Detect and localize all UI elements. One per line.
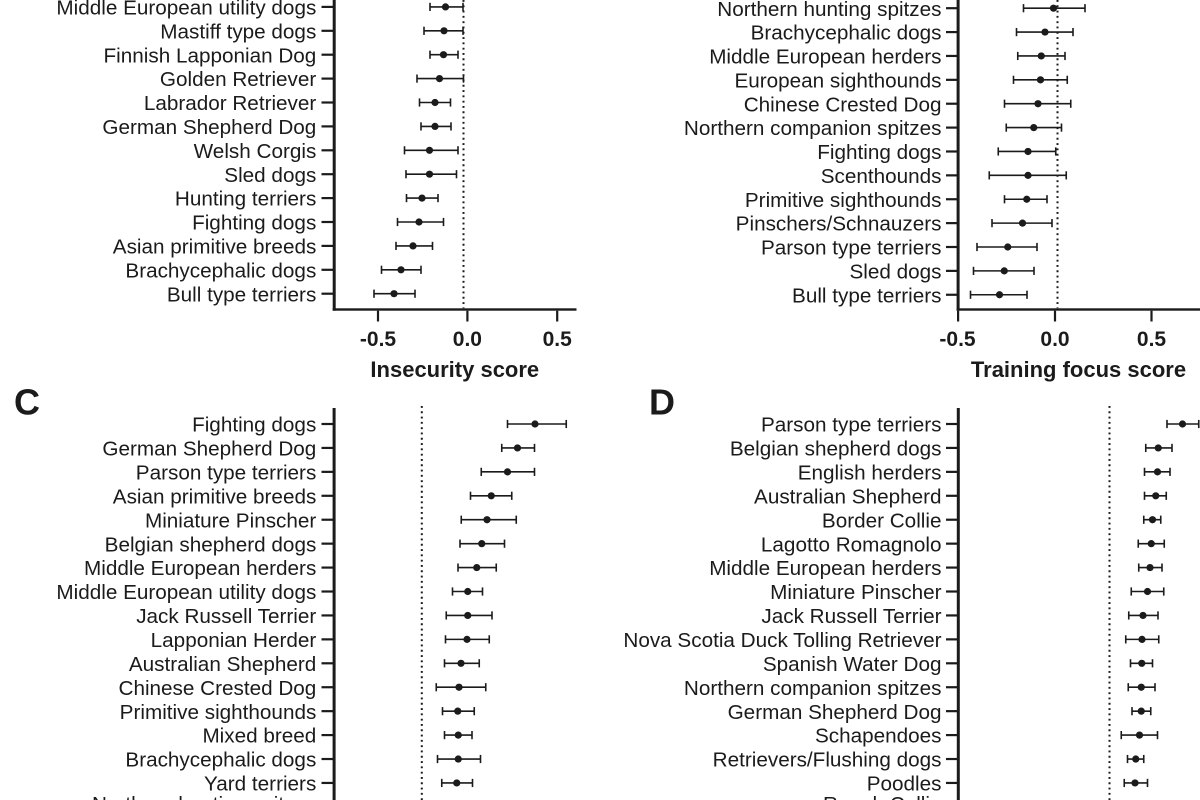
svg-text:Spanish Water Dog: Spanish Water Dog [763,653,942,676]
svg-text:0.5: 0.5 [543,328,573,351]
svg-text:Northern hunting spitzes: Northern hunting spitzes [92,793,316,800]
svg-text:German Shepherd Dog: German Shepherd Dog [728,701,942,724]
svg-text:Brachycephalic dogs: Brachycephalic dogs [751,22,942,45]
svg-text:Chinese Crested Dog: Chinese Crested Dog [744,93,942,116]
svg-text:Labrador Retriever: Labrador Retriever [144,92,317,115]
svg-text:Insecurity score: Insecurity score [370,357,539,382]
svg-text:Middle European herders: Middle European herders [709,46,941,69]
svg-text:Parson type terriers: Parson type terriers [761,237,942,260]
svg-text:Northern companion spitzes: Northern companion spitzes [684,117,942,140]
svg-text:Mastiff type dogs: Mastiff type dogs [160,20,316,43]
svg-text:Border Collie: Border Collie [822,509,942,532]
svg-text:Finnish Lapponian Dog: Finnish Lapponian Dog [104,44,317,67]
svg-text:Middle European herders: Middle European herders [84,557,316,580]
svg-text:Schapendoes: Schapendoes [815,725,942,748]
svg-text:Bull type terriers: Bull type terriers [792,284,941,307]
svg-text:Sled dogs: Sled dogs [849,260,941,283]
svg-text:Fighting dogs: Fighting dogs [817,141,941,164]
svg-text:Scenthounds: Scenthounds [821,165,942,188]
svg-text:Training focus score: Training focus score [971,357,1186,382]
svg-text:Retrievers/Flushing dogs: Retrievers/Flushing dogs [713,749,942,772]
svg-text:Golden Retriever: Golden Retriever [160,68,316,91]
svg-text:Middle European utility dogs: Middle European utility dogs [56,581,316,604]
svg-text:Fighting dogs: Fighting dogs [192,212,316,235]
svg-text:Pinschers/Schnauzers: Pinschers/Schnauzers [736,213,942,236]
svg-text:Fighting dogs: Fighting dogs [192,414,316,437]
svg-text:Bull type terriers: Bull type terriers [167,283,316,306]
svg-text:D: D [649,381,675,422]
svg-text:Parson type terriers: Parson type terriers [136,461,317,484]
svg-text:Jack Russell Terrier: Jack Russell Terrier [761,605,941,628]
svg-text:Nova Scotia Duck Tolling Retri: Nova Scotia Duck Tolling Retriever [623,629,941,652]
svg-text:Primitive sighthounds: Primitive sighthounds [120,701,317,724]
svg-text:Sled dogs: Sled dogs [224,164,316,187]
svg-text:Hunting terriers: Hunting terriers [175,188,316,211]
svg-text:Northern companion spitzes: Northern companion spitzes [684,677,942,700]
svg-text:Poodles: Poodles [867,773,942,796]
svg-text:Belgian shepherd dogs: Belgian shepherd dogs [105,533,317,556]
svg-text:Miniature Pinscher: Miniature Pinscher [145,509,316,532]
svg-text:0.5: 0.5 [1137,328,1167,351]
svg-text:Middle European herders: Middle European herders [709,557,941,580]
svg-text:Parson type terriers: Parson type terriers [761,414,942,437]
svg-text:0.0: 0.0 [453,328,482,351]
svg-text:Australian Shepherd: Australian Shepherd [754,485,941,508]
svg-text:Rough Collie: Rough Collie [823,793,941,800]
svg-text:C: C [14,381,40,422]
svg-text:German Shepherd Dog: German Shepherd Dog [102,116,316,139]
svg-text:German Shepherd Dog: German Shepherd Dog [102,438,316,461]
svg-text:Australian Shepherd: Australian Shepherd [129,653,316,676]
svg-text:-0.5: -0.5 [360,328,397,351]
svg-text:Brachycephalic dogs: Brachycephalic dogs [125,259,316,282]
svg-text:Belgian shepherd dogs: Belgian shepherd dogs [730,438,942,461]
svg-text:Welsh Corgis: Welsh Corgis [194,140,317,163]
svg-text:-0.5: -0.5 [939,328,976,351]
svg-text:Jack Russell Terrier: Jack Russell Terrier [136,605,316,628]
svg-text:Mixed breed: Mixed breed [202,725,316,748]
svg-text:English herders: English herders [798,461,942,484]
svg-text:Primitive sighthounds: Primitive sighthounds [745,189,942,212]
svg-text:0.0: 0.0 [1040,328,1069,351]
svg-text:Asian primitive breeds: Asian primitive breeds [113,236,317,259]
svg-text:Middle European utility dogs: Middle European utility dogs [56,0,316,20]
svg-text:Northern hunting spitzes: Northern hunting spitzes [717,0,941,21]
svg-text:Lagotto Romagnolo: Lagotto Romagnolo [761,533,942,556]
svg-text:Lapponian Herder: Lapponian Herder [151,629,317,652]
svg-text:Yard terriers: Yard terriers [204,773,316,796]
svg-text:Brachycephalic dogs: Brachycephalic dogs [125,749,316,772]
svg-text:Miniature Pinscher: Miniature Pinscher [770,581,941,604]
svg-text:European sighthounds: European sighthounds [734,69,941,92]
svg-text:Chinese Crested Dog: Chinese Crested Dog [119,677,317,700]
svg-text:Asian primitive breeds: Asian primitive breeds [113,485,317,508]
